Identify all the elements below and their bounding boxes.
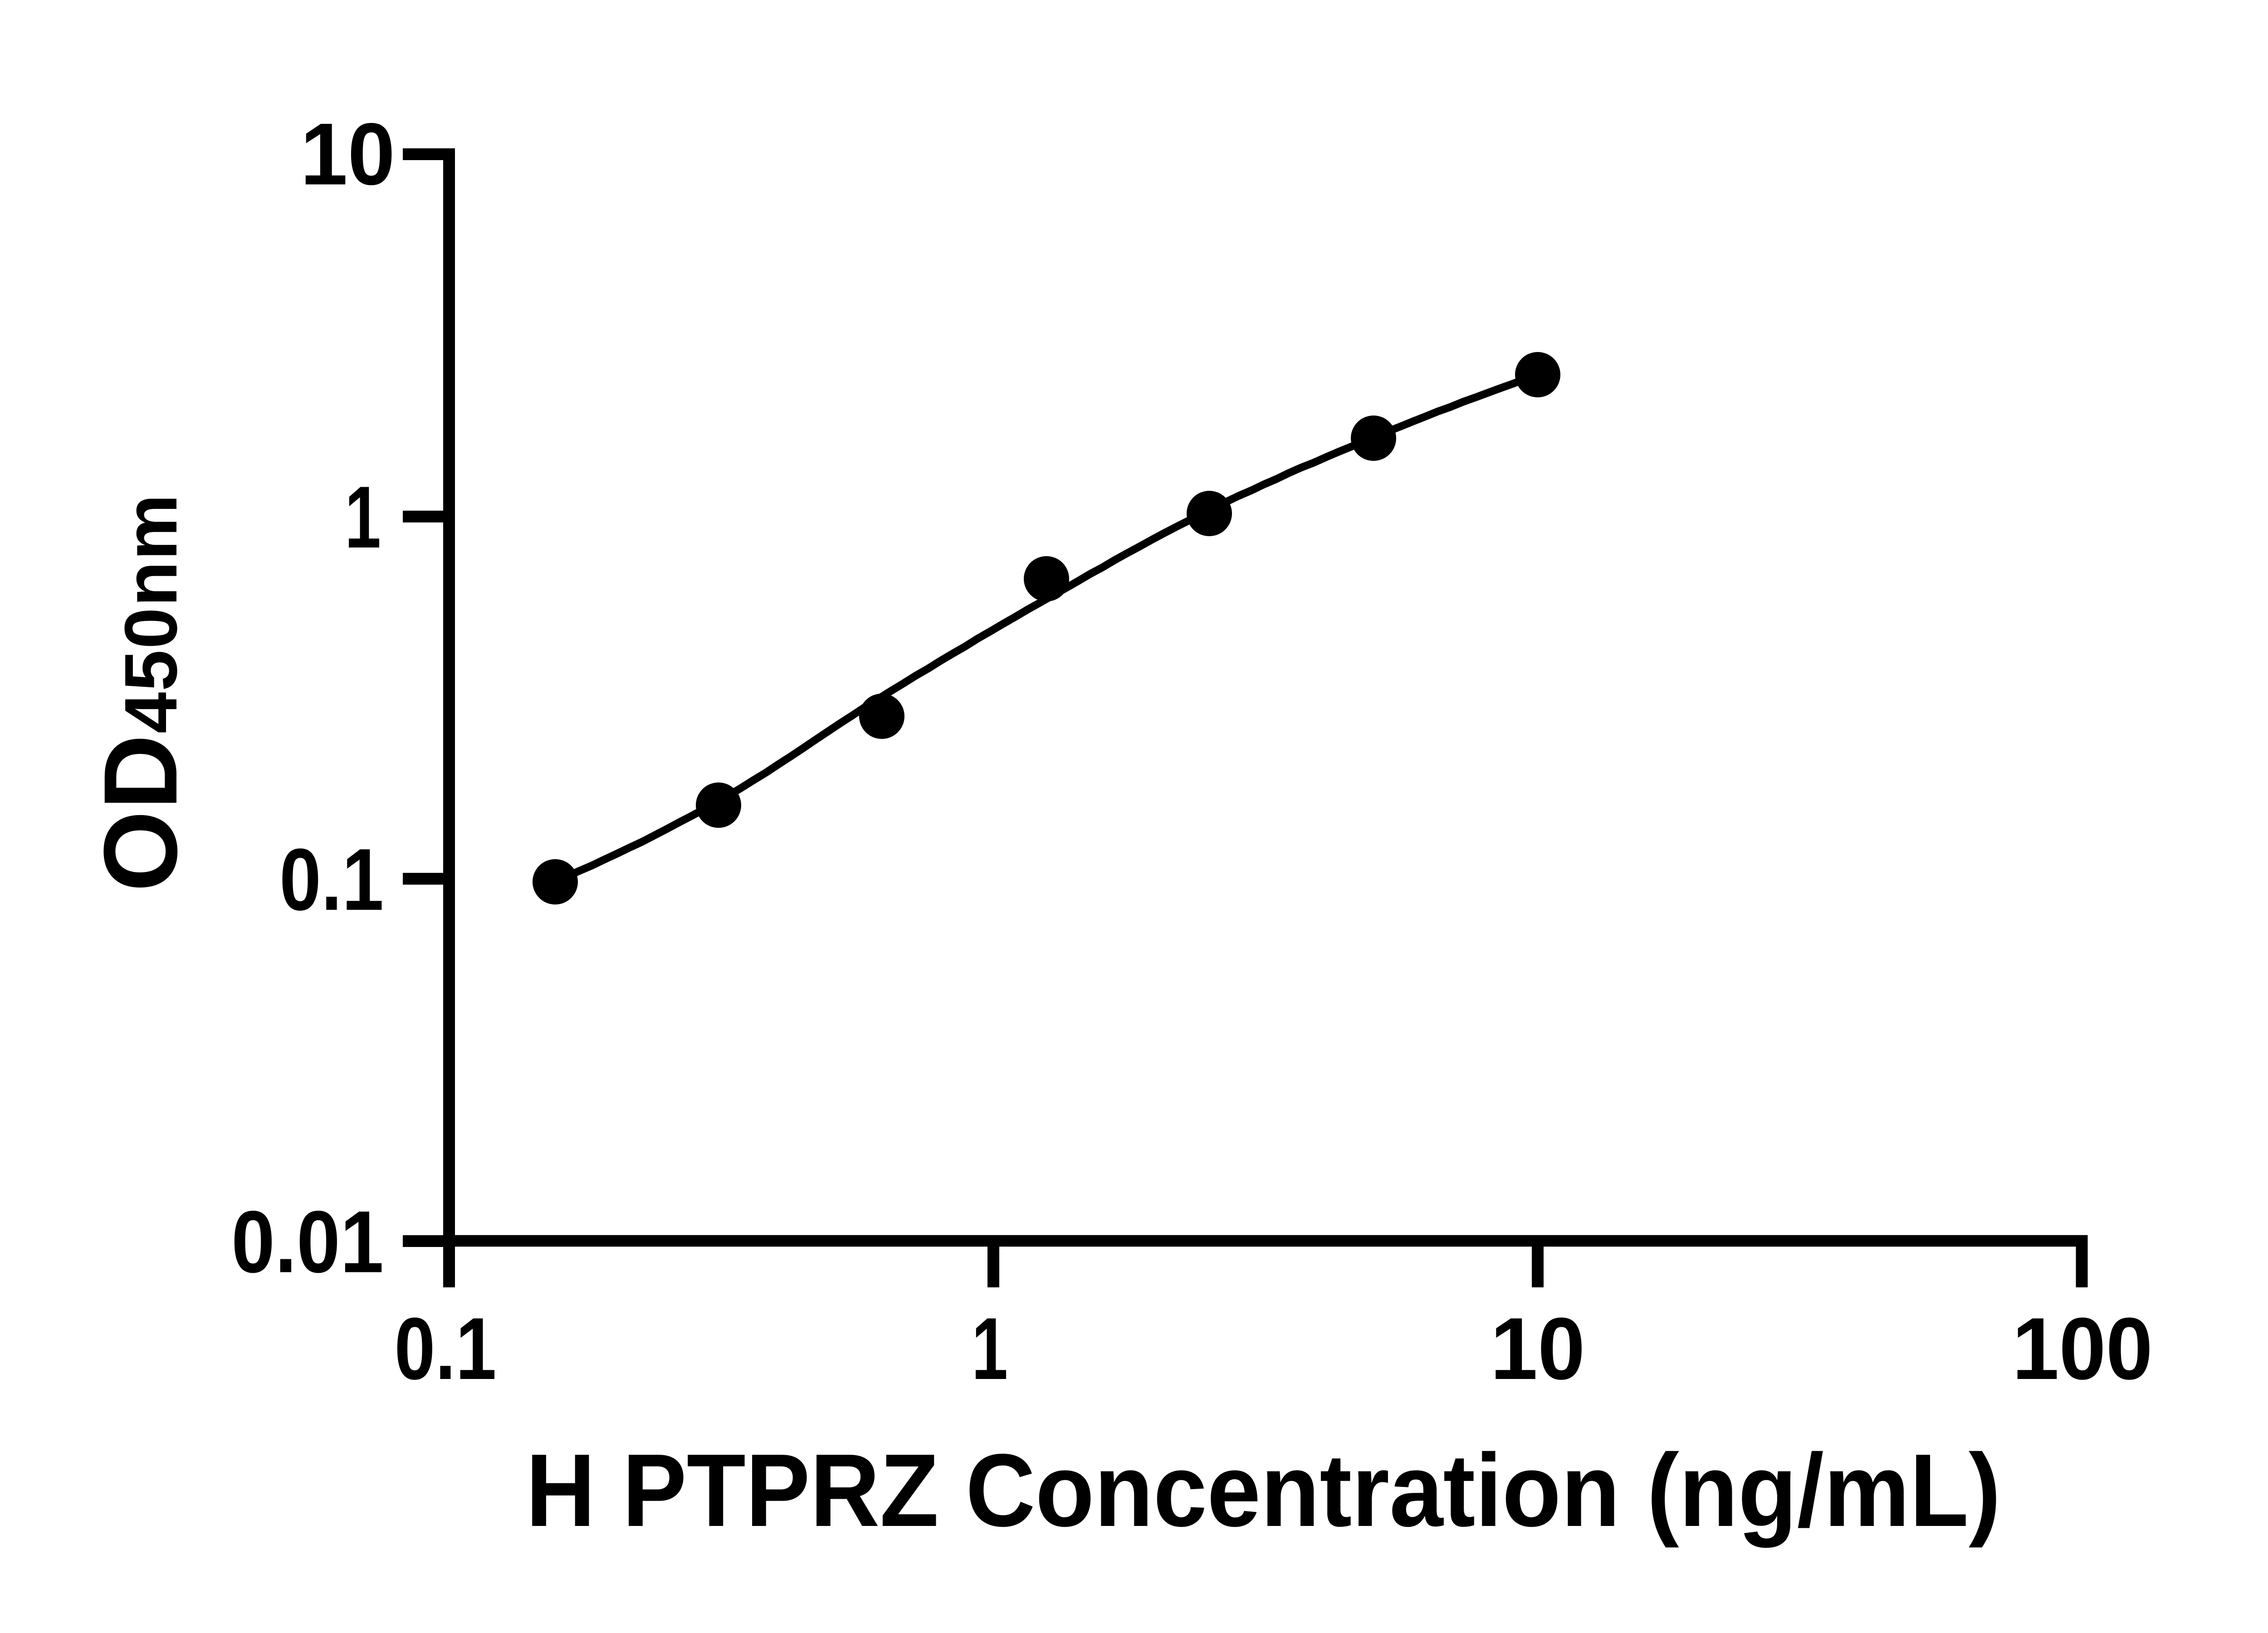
svg-text:1: 1 [972, 1300, 1008, 1398]
svg-text:1: 1 [345, 468, 381, 567]
svg-text:10: 10 [1491, 1300, 1585, 1398]
svg-text:100: 100 [2012, 1300, 2153, 1398]
svg-text:0.1: 0.1 [279, 831, 384, 929]
svg-text:0.01: 0.01 [231, 1193, 384, 1291]
svg-text:0.1: 0.1 [395, 1300, 497, 1398]
svg-text:H PTPRZ Concentration (ng/mL): H PTPRZ Concentration (ng/mL) [526, 1433, 2001, 1548]
svg-text:10: 10 [300, 105, 395, 204]
